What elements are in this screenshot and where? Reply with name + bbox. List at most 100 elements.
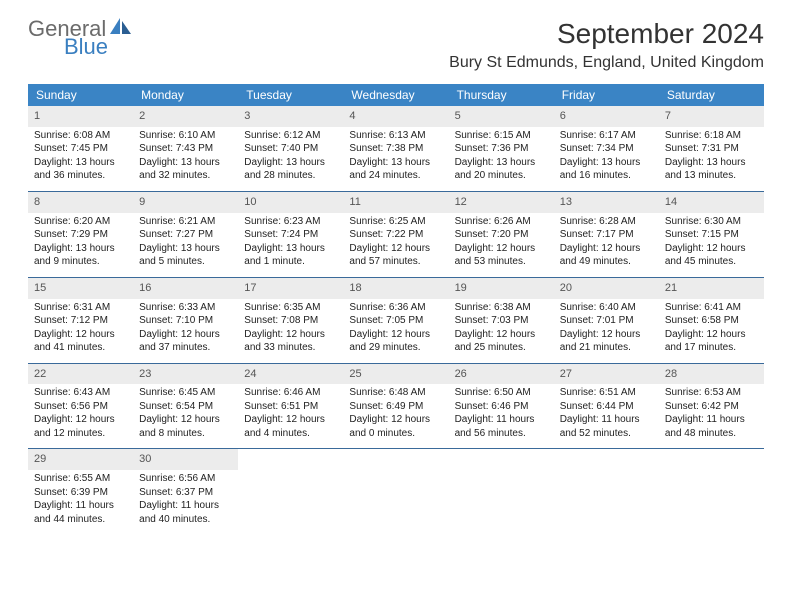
- sunset-line: Sunset: 6:37 PM: [139, 486, 232, 500]
- day-number: 24: [238, 364, 343, 385]
- day-body: Sunrise: 6:18 AMSunset: 7:31 PMDaylight:…: [659, 127, 764, 191]
- daylight-line: Daylight: 13 hours and 20 minutes.: [455, 156, 548, 183]
- sunrise-line: Sunrise: 6:35 AM: [244, 301, 337, 315]
- daylight-line: Daylight: 12 hours and 4 minutes.: [244, 413, 337, 440]
- sunrise-line: Sunrise: 6:48 AM: [349, 386, 442, 400]
- daylight-line: Daylight: 11 hours and 56 minutes.: [455, 413, 548, 440]
- sunrise-line: Sunrise: 6:56 AM: [139, 472, 232, 486]
- sunrise-line: Sunrise: 6:28 AM: [560, 215, 653, 229]
- sunrise-line: Sunrise: 6:31 AM: [34, 301, 127, 315]
- day-body: Sunrise: 6:15 AMSunset: 7:36 PMDaylight:…: [449, 127, 554, 191]
- day-number: 4: [343, 106, 448, 127]
- day-number: 23: [133, 364, 238, 385]
- day-cell: 8Sunrise: 6:20 AMSunset: 7:29 PMDaylight…: [28, 192, 133, 277]
- day-cell: 14Sunrise: 6:30 AMSunset: 7:15 PMDayligh…: [659, 192, 764, 277]
- day-number: 7: [659, 106, 764, 127]
- day-cell: 12Sunrise: 6:26 AMSunset: 7:20 PMDayligh…: [449, 192, 554, 277]
- sunset-line: Sunset: 7:34 PM: [560, 142, 653, 156]
- day-body: Sunrise: 6:23 AMSunset: 7:24 PMDaylight:…: [238, 213, 343, 277]
- sunset-line: Sunset: 6:39 PM: [34, 486, 127, 500]
- daylight-line: Daylight: 13 hours and 9 minutes.: [34, 242, 127, 269]
- day-number: 17: [238, 278, 343, 299]
- day-cell: 23Sunrise: 6:45 AMSunset: 6:54 PMDayligh…: [133, 364, 238, 449]
- day-cell: 9Sunrise: 6:21 AMSunset: 7:27 PMDaylight…: [133, 192, 238, 277]
- sunrise-line: Sunrise: 6:43 AM: [34, 386, 127, 400]
- day-number: 28: [659, 364, 764, 385]
- day-body: Sunrise: 6:12 AMSunset: 7:40 PMDaylight:…: [238, 127, 343, 191]
- daylight-line: Daylight: 12 hours and 57 minutes.: [349, 242, 442, 269]
- sunrise-line: Sunrise: 6:53 AM: [665, 386, 758, 400]
- sunrise-line: Sunrise: 6:46 AM: [244, 386, 337, 400]
- sunset-line: Sunset: 6:51 PM: [244, 400, 337, 414]
- daylight-line: Daylight: 13 hours and 24 minutes.: [349, 156, 442, 183]
- sunrise-line: Sunrise: 6:40 AM: [560, 301, 653, 315]
- weeks-container: 1Sunrise: 6:08 AMSunset: 7:45 PMDaylight…: [28, 106, 764, 534]
- logo-word2: Blue: [64, 36, 132, 58]
- day-number: 3: [238, 106, 343, 127]
- sunrise-line: Sunrise: 6:38 AM: [455, 301, 548, 315]
- sunrise-line: Sunrise: 6:55 AM: [34, 472, 127, 486]
- sunset-line: Sunset: 7:15 PM: [665, 228, 758, 242]
- day-cell: 28Sunrise: 6:53 AMSunset: 6:42 PMDayligh…: [659, 364, 764, 449]
- day-number: 1: [28, 106, 133, 127]
- day-cell: 26Sunrise: 6:50 AMSunset: 6:46 PMDayligh…: [449, 364, 554, 449]
- day-number: 30: [133, 449, 238, 470]
- weekday-header: Saturday: [659, 84, 764, 106]
- daylight-line: Daylight: 12 hours and 29 minutes.: [349, 328, 442, 355]
- sunrise-line: Sunrise: 6:17 AM: [560, 129, 653, 143]
- day-body: Sunrise: 6:50 AMSunset: 6:46 PMDaylight:…: [449, 384, 554, 448]
- daylight-line: Daylight: 12 hours and 33 minutes.: [244, 328, 337, 355]
- day-cell: 6Sunrise: 6:17 AMSunset: 7:34 PMDaylight…: [554, 106, 659, 191]
- day-cell: 19Sunrise: 6:38 AMSunset: 7:03 PMDayligh…: [449, 278, 554, 363]
- sunrise-line: Sunrise: 6:30 AM: [665, 215, 758, 229]
- sunset-line: Sunset: 7:40 PM: [244, 142, 337, 156]
- sunset-line: Sunset: 7:03 PM: [455, 314, 548, 328]
- sunset-line: Sunset: 7:01 PM: [560, 314, 653, 328]
- day-number: 5: [449, 106, 554, 127]
- daylight-line: Daylight: 12 hours and 17 minutes.: [665, 328, 758, 355]
- day-body: Sunrise: 6:10 AMSunset: 7:43 PMDaylight:…: [133, 127, 238, 191]
- day-body: Sunrise: 6:21 AMSunset: 7:27 PMDaylight:…: [133, 213, 238, 277]
- day-cell: 7Sunrise: 6:18 AMSunset: 7:31 PMDaylight…: [659, 106, 764, 191]
- sunset-line: Sunset: 7:22 PM: [349, 228, 442, 242]
- day-cell: [449, 449, 554, 534]
- day-cell: 21Sunrise: 6:41 AMSunset: 6:58 PMDayligh…: [659, 278, 764, 363]
- day-cell: 24Sunrise: 6:46 AMSunset: 6:51 PMDayligh…: [238, 364, 343, 449]
- day-cell: 22Sunrise: 6:43 AMSunset: 6:56 PMDayligh…: [28, 364, 133, 449]
- day-number: 8: [28, 192, 133, 213]
- day-number: 14: [659, 192, 764, 213]
- day-body: Sunrise: 6:41 AMSunset: 6:58 PMDaylight:…: [659, 299, 764, 363]
- daylight-line: Daylight: 11 hours and 52 minutes.: [560, 413, 653, 440]
- day-number: 25: [343, 364, 448, 385]
- sunrise-line: Sunrise: 6:20 AM: [34, 215, 127, 229]
- logo: General Blue: [28, 18, 132, 58]
- day-body: Sunrise: 6:45 AMSunset: 6:54 PMDaylight:…: [133, 384, 238, 448]
- sunset-line: Sunset: 6:44 PM: [560, 400, 653, 414]
- sunrise-line: Sunrise: 6:13 AM: [349, 129, 442, 143]
- day-cell: 15Sunrise: 6:31 AMSunset: 7:12 PMDayligh…: [28, 278, 133, 363]
- weekday-header: Sunday: [28, 84, 133, 106]
- day-number: 6: [554, 106, 659, 127]
- day-body: Sunrise: 6:38 AMSunset: 7:03 PMDaylight:…: [449, 299, 554, 363]
- day-number: 15: [28, 278, 133, 299]
- day-cell: 17Sunrise: 6:35 AMSunset: 7:08 PMDayligh…: [238, 278, 343, 363]
- day-body: Sunrise: 6:20 AMSunset: 7:29 PMDaylight:…: [28, 213, 133, 277]
- sunrise-line: Sunrise: 6:08 AM: [34, 129, 127, 143]
- day-cell: [238, 449, 343, 534]
- week-row: 29Sunrise: 6:55 AMSunset: 6:39 PMDayligh…: [28, 448, 764, 534]
- daylight-line: Daylight: 11 hours and 48 minutes.: [665, 413, 758, 440]
- sunrise-line: Sunrise: 6:15 AM: [455, 129, 548, 143]
- day-cell: 3Sunrise: 6:12 AMSunset: 7:40 PMDaylight…: [238, 106, 343, 191]
- day-body: Sunrise: 6:35 AMSunset: 7:08 PMDaylight:…: [238, 299, 343, 363]
- day-body: Sunrise: 6:17 AMSunset: 7:34 PMDaylight:…: [554, 127, 659, 191]
- day-number: 20: [554, 278, 659, 299]
- daylight-line: Daylight: 13 hours and 16 minutes.: [560, 156, 653, 183]
- month-title: September 2024: [449, 18, 764, 50]
- daylight-line: Daylight: 13 hours and 28 minutes.: [244, 156, 337, 183]
- day-body: Sunrise: 6:28 AMSunset: 7:17 PMDaylight:…: [554, 213, 659, 277]
- day-body: Sunrise: 6:30 AMSunset: 7:15 PMDaylight:…: [659, 213, 764, 277]
- day-body: Sunrise: 6:51 AMSunset: 6:44 PMDaylight:…: [554, 384, 659, 448]
- daylight-line: Daylight: 11 hours and 40 minutes.: [139, 499, 232, 526]
- day-cell: 27Sunrise: 6:51 AMSunset: 6:44 PMDayligh…: [554, 364, 659, 449]
- day-cell: 2Sunrise: 6:10 AMSunset: 7:43 PMDaylight…: [133, 106, 238, 191]
